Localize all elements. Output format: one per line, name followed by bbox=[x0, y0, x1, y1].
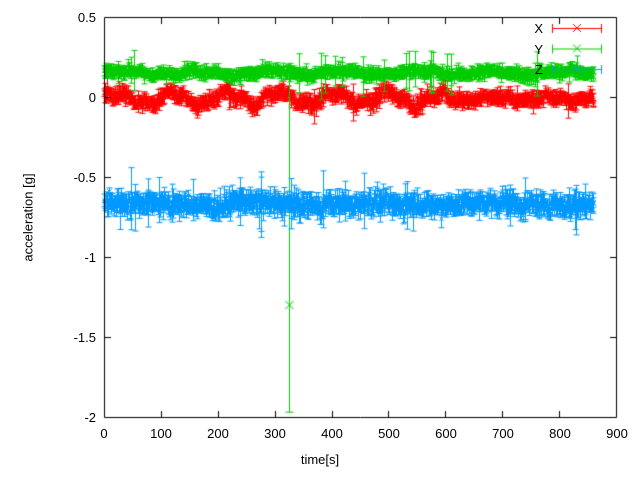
xtick-label-0: 0 bbox=[100, 426, 108, 441]
ytick-label-1: 0 bbox=[88, 90, 96, 105]
xtick-label-9: 900 bbox=[606, 426, 628, 441]
ytick-label-4: -1.5 bbox=[73, 330, 96, 345]
ytick-label-3: -1 bbox=[84, 250, 96, 265]
legend-label-z: Z bbox=[535, 62, 543, 77]
xtick-label-1: 100 bbox=[150, 426, 172, 441]
ytick-label-2: -0.5 bbox=[73, 170, 96, 185]
xtick-label-5: 500 bbox=[378, 426, 400, 441]
legend-label-y: Y bbox=[534, 42, 543, 57]
x-axis-label: time[s] bbox=[300, 452, 340, 467]
xtick-label-2: 200 bbox=[207, 426, 229, 441]
xtick-label-4: 400 bbox=[321, 426, 343, 441]
xtick-label-8: 800 bbox=[549, 426, 571, 441]
ytick-label-0: 0.5 bbox=[77, 10, 96, 25]
ytick-label-5: -2 bbox=[84, 410, 96, 425]
xtick-label-7: 700 bbox=[492, 426, 514, 441]
y-axis-label: acceleration [g] bbox=[20, 173, 36, 262]
legend-label-x: X bbox=[534, 21, 543, 36]
xtick-label-3: 300 bbox=[264, 426, 286, 441]
xtick-label-6: 600 bbox=[435, 426, 457, 441]
